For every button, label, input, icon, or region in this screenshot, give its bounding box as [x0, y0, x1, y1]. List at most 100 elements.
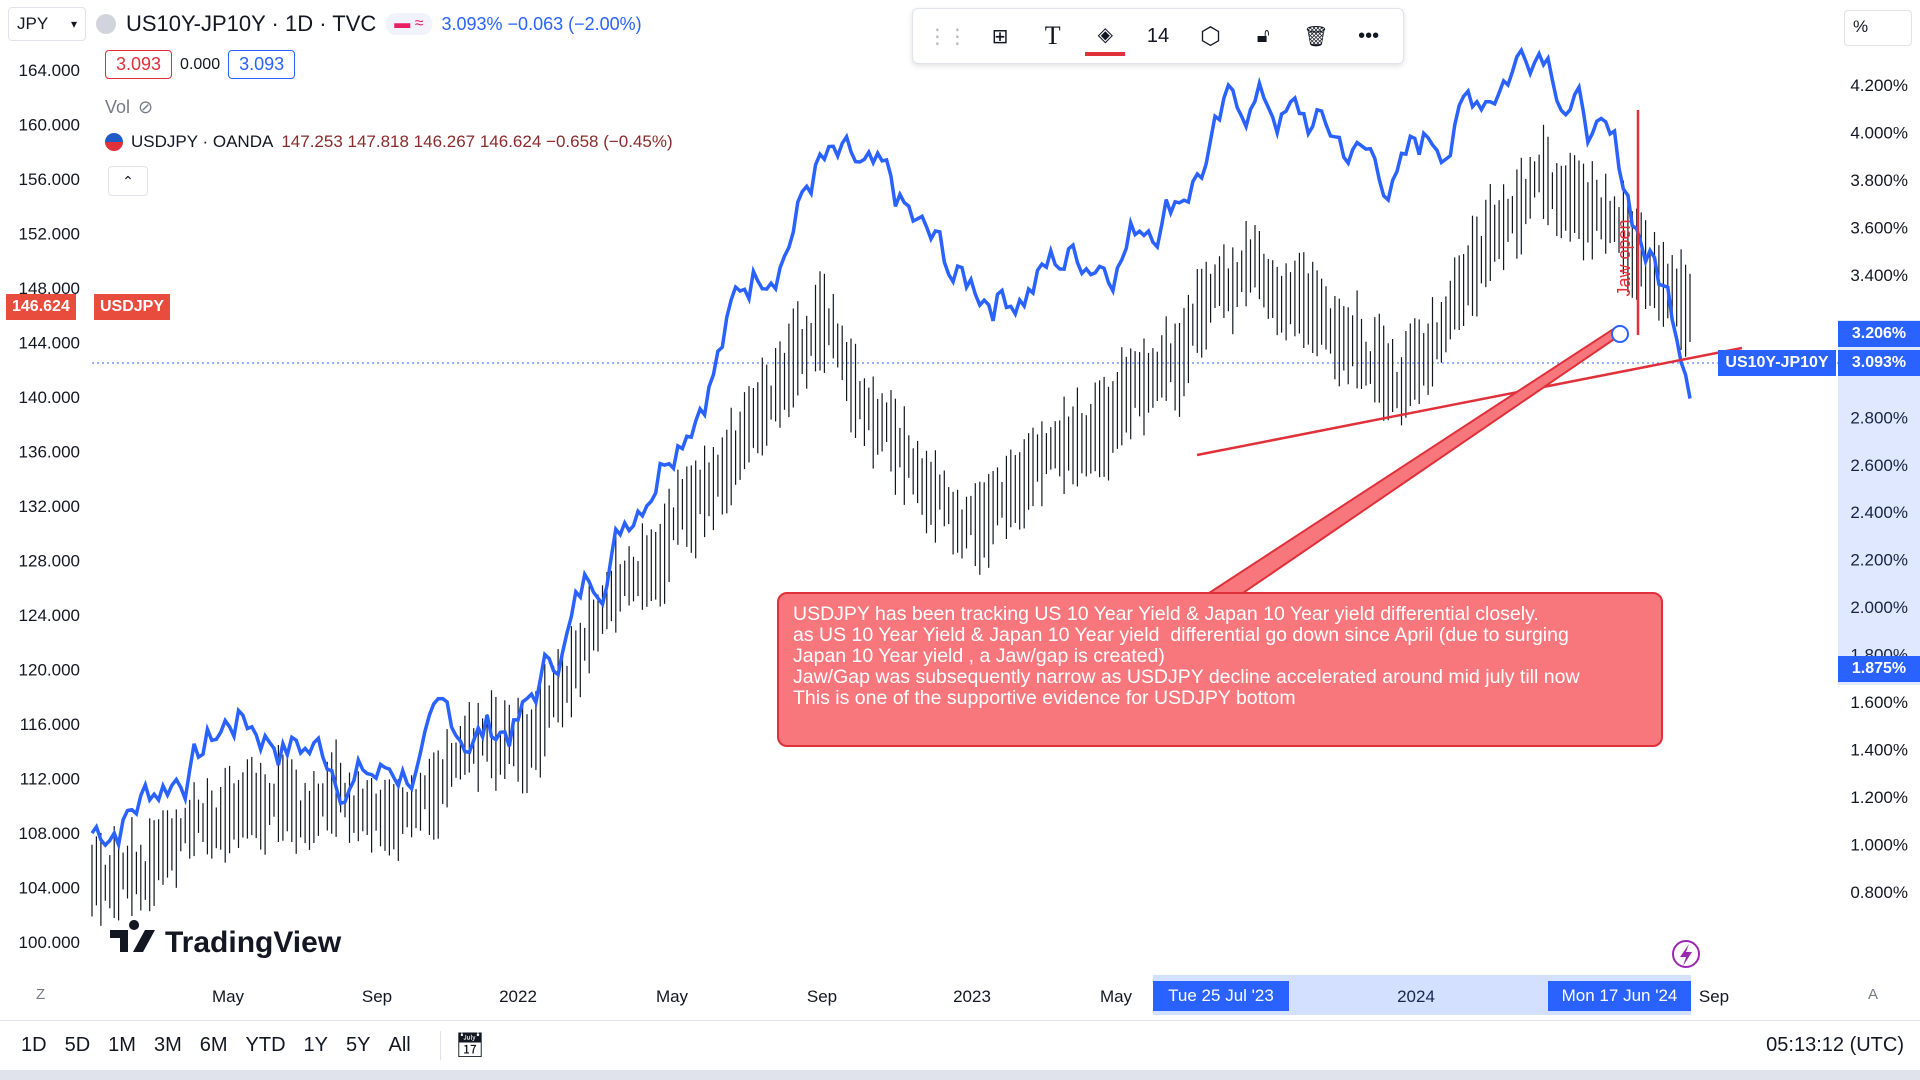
right-tick-label: 3.800%	[1850, 171, 1908, 190]
spread-series-line	[90, 46, 1692, 852]
utc-clock[interactable]: 05:13:12 (UTC)	[1766, 1034, 1904, 1056]
timeframe-ytd[interactable]: YTD	[245, 1034, 286, 1056]
bid-ask-row: 3.093 0.000 3.093	[105, 50, 296, 79]
percent-toggle[interactable]: %	[1844, 10, 1912, 46]
right-tick-label: 2.000%	[1850, 598, 1908, 617]
left-tick-label: 152.000	[19, 225, 80, 244]
right-tick-label: 2.200%	[1850, 551, 1908, 570]
left-tick-label: 156.000	[19, 170, 80, 189]
auto-scale-button[interactable]: A	[1868, 986, 1879, 1003]
annotation-callout[interactable]: USDJPY has been tracking US 10 Year Yiel…	[777, 592, 1663, 747]
date-range-icon[interactable]: 📅︎	[439, 1031, 485, 1060]
right-tick-label: 4.000%	[1850, 123, 1908, 142]
timeframe-list: 1D 5D 1M 3M 6M YTD 1Y 5Y All	[0, 1034, 420, 1057]
symbol-title[interactable]: US10Y-JP10Y · 1D · TVC	[126, 11, 377, 36]
text-icon[interactable]: T	[1044, 21, 1061, 50]
left-tick-label: 100.000	[19, 933, 80, 952]
left-tick-label: 108.000	[19, 824, 80, 843]
right-tick-label: 3.600%	[1850, 218, 1908, 237]
overlay-symbol[interactable]: USDJPY · OANDA	[131, 132, 274, 151]
currency-select[interactable]: JPY ▾	[8, 7, 86, 41]
time-axis: May Sep 2022 May Sep 2023 May 2024 Sep	[212, 987, 1729, 1006]
font-size-button[interactable]: 14	[1146, 24, 1170, 47]
bid-button[interactable]: 3.093	[105, 50, 173, 79]
compare-toggle-icon[interactable]: ▬ ≈	[386, 13, 432, 35]
timeframe-1y[interactable]: 1Y	[303, 1034, 329, 1056]
spread-value: 0.000	[180, 55, 221, 73]
right-tick-label: 2.800%	[1850, 408, 1908, 427]
usdjpy-series	[91, 124, 1691, 926]
timeframe-1d[interactable]: 1D	[21, 1034, 47, 1056]
right-tick-label: 1.600%	[1850, 693, 1908, 712]
collapse-legend-button[interactable]: ⌃	[108, 166, 148, 196]
annotation-line: Japan 10 Year yield , a Jaw/gap is creat…	[793, 645, 1165, 667]
volume-row: Vol ⊘	[105, 97, 153, 118]
lock-icon[interactable]: 🔓︎	[1256, 24, 1270, 47]
spread-current-value: 3.093%	[1851, 354, 1907, 371]
left-tick-label: 136.000	[19, 443, 80, 462]
time-tick-label: Sep	[1699, 987, 1729, 1006]
spread-high-tag: 3.206%	[1838, 321, 1920, 347]
drag-handle-icon[interactable]: ⋮⋮	[927, 25, 968, 48]
left-tick-label: 116.000	[20, 715, 80, 734]
usdjpy-label-tag: USDJPY	[94, 294, 171, 320]
time-tick-label: Sep	[362, 987, 392, 1006]
anchor-point[interactable]	[1611, 325, 1629, 343]
left-price-axis: 164.000 160.000 156.000 152.000 148.000 144.0…	[19, 61, 80, 952]
timeframe-3m[interactable]: 3M	[153, 1034, 182, 1056]
overlay-quote: 147.253 147.818 146.267 146.624 −0.658 (…	[281, 132, 673, 151]
bottom-scroll-strip	[0, 1070, 1920, 1080]
trash-icon[interactable]: 🗑︎	[1303, 25, 1329, 48]
eye-hidden-icon[interactable]: ⊘	[138, 97, 154, 117]
right-tick-label: 2.400%	[1850, 503, 1908, 522]
annotation-line: USDJPY has been tracking US 10 Year Yiel…	[793, 603, 1539, 625]
right-tick-label: 3.400%	[1850, 266, 1908, 285]
timeframe-all[interactable]: All	[388, 1034, 411, 1056]
main-quote: 3.093% −0.063 (−2.00%)	[441, 13, 642, 34]
spread-current-tag: 3.093%	[1838, 350, 1920, 376]
flag-icon	[105, 133, 123, 151]
ask-button[interactable]: 3.093	[228, 50, 296, 79]
more-icon[interactable]: •••	[1358, 24, 1380, 47]
left-tick-label: 132.000	[19, 497, 80, 516]
range-end-tag: Mon 17 Jun '24	[1548, 981, 1691, 1011]
annotation-line: as US 10 Year Yield & Japan 10 Year yiel…	[793, 624, 1569, 646]
spread-current-label: US10Y-JP10Y	[1725, 354, 1829, 371]
trendline-usdjpy-support[interactable]	[1196, 346, 1743, 457]
lightning-icon[interactable]	[1672, 940, 1700, 968]
right-tick-label: 1.000%	[1850, 836, 1908, 855]
left-tick-label: 144.000	[19, 334, 80, 353]
header-bar: JPY ▾ US10Y-JP10Y · 1D · TVC ▬ ≈ 3.093% …	[8, 7, 642, 41]
object-tree-icon[interactable]: ⊞	[991, 25, 1009, 48]
zoom-reset-button[interactable]: Z	[36, 986, 46, 1003]
annotation-line: Jaw/Gap was subsequently narrow as USDJP…	[793, 666, 1580, 688]
fill-color-icon[interactable]: ◈	[1085, 16, 1126, 56]
settings-icon[interactable]: ⬡	[1200, 22, 1222, 50]
left-tick-label: 164.000	[19, 61, 80, 80]
left-tick-label: 128.000	[19, 552, 80, 571]
timeframe-1m[interactable]: 1M	[108, 1034, 136, 1056]
time-tick-label: Sep	[807, 987, 837, 1006]
timeframe-5y[interactable]: 5Y	[346, 1034, 371, 1056]
left-tick-label: 160.000	[19, 116, 80, 135]
right-tick-label: 2.600%	[1850, 456, 1908, 475]
drawing-toolbar: ⋮⋮ ⊞ T ◈ 14 ⬡ 🔓︎ 🗑︎ •••	[912, 8, 1404, 64]
left-tick-label: 148.000	[19, 279, 80, 298]
usdjpy-label: USDJPY	[100, 298, 165, 315]
left-tick-label: 104.000	[19, 879, 80, 898]
tradingview-logo	[110, 920, 155, 952]
left-tick-label: 124.000	[19, 606, 80, 625]
timeframe-6m[interactable]: 6M	[199, 1034, 228, 1056]
right-tick-label: 0.800%	[1850, 883, 1908, 902]
timeframe-5d[interactable]: 5D	[64, 1034, 91, 1056]
annotation-line: This is one of the supportive evidence f…	[793, 687, 1296, 709]
range-end-label: Mon 17 Jun '24	[1561, 986, 1678, 1005]
time-tick-label: 2024	[1397, 987, 1435, 1006]
spread-current-label-tag: US10Y-JP10Y	[1718, 350, 1836, 376]
usdjpy-price-value: 146.624	[12, 298, 70, 315]
time-tick-label: 2022	[499, 987, 537, 1006]
left-tick-label: 112.000	[20, 770, 80, 789]
overlay-legend: USDJPY · OANDA 147.253 147.818 146.267 1…	[105, 132, 673, 152]
left-tick-label: 120.000	[19, 661, 80, 680]
